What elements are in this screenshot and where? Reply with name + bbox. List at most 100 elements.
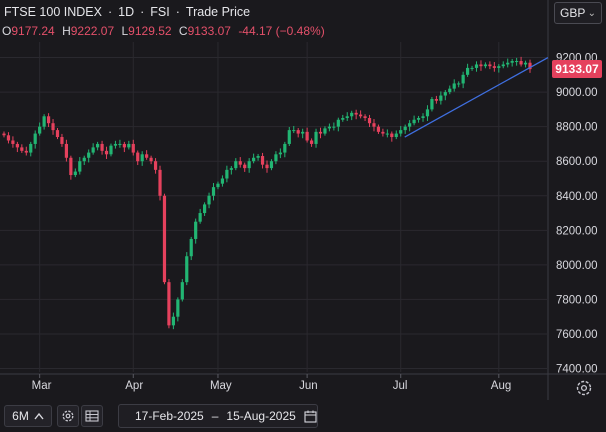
last-price-tag: 9133.07	[552, 60, 602, 78]
candle-body	[140, 154, 144, 162]
candle-body	[483, 64, 488, 67]
candle-body	[24, 150, 28, 153]
candle-body	[385, 133, 389, 135]
currency-select[interactable]: GBP ⌄	[554, 2, 602, 24]
trendline[interactable]	[404, 56, 549, 138]
candle-body	[234, 161, 238, 169]
title-line: FTSE 100 INDEX · 1D · FSI · Trade Price	[4, 5, 251, 19]
chart-footer: 6M 17-Feb-2025 – 15-Aug-2025	[0, 400, 606, 432]
candle-body	[363, 116, 367, 119]
candle-body	[15, 143, 19, 148]
date-range-picker[interactable]: 17-Feb-2025 – 15-Aug-2025	[118, 404, 318, 428]
candle-body	[220, 178, 225, 184]
candle-body	[158, 169, 162, 196]
candle-body	[394, 133, 398, 138]
candle-body	[434, 99, 438, 101]
candle-body	[479, 64, 483, 67]
y-tick-label: 8200.00	[556, 225, 598, 237]
candle-body	[372, 123, 376, 127]
candle-body	[421, 116, 425, 119]
candle-body	[336, 119, 340, 127]
candle-body	[256, 156, 260, 158]
candle-body	[189, 238, 193, 257]
x-tick-label: Apr	[125, 380, 143, 392]
candle-body	[162, 195, 167, 283]
candle-body	[113, 143, 118, 146]
range-selector-button[interactable]: 6M	[4, 405, 52, 427]
settings-button[interactable]	[57, 405, 79, 427]
candle-body	[78, 161, 82, 172]
candle-body	[109, 145, 113, 155]
candle-body	[131, 143, 135, 153]
candle-body	[448, 88, 452, 93]
candle-body	[229, 168, 233, 170]
high-value: 9222.07	[70, 24, 115, 38]
price-type-label: Trade Price	[185, 5, 251, 19]
candle-body	[528, 62, 532, 70]
close-label: C	[178, 24, 188, 38]
candle-body	[136, 152, 140, 162]
candle-body	[367, 118, 372, 124]
date-to: 15-Aug-2025	[226, 409, 296, 423]
candle-body	[309, 140, 314, 144]
chevron-down-icon: ⌄	[587, 7, 596, 19]
candle-body	[145, 154, 149, 158]
candle-body	[452, 83, 456, 89]
candle-body	[327, 126, 332, 129]
candle-body	[104, 150, 109, 155]
x-tick-label: Jul	[393, 380, 408, 392]
y-tick-label: 8600.00	[556, 156, 598, 168]
candle-body	[252, 157, 256, 162]
chart-grid	[0, 0, 606, 400]
date-from: 17-Feb-2025	[135, 409, 204, 423]
currency-value: GBP	[560, 6, 586, 20]
candle-body	[100, 143, 104, 151]
candle-body	[314, 131, 318, 144]
candle-body	[91, 147, 95, 153]
candle-body	[443, 92, 447, 96]
candle-body	[211, 187, 216, 196]
candle-body	[390, 133, 394, 138]
table-view-button[interactable]	[81, 405, 103, 427]
candle-body	[238, 161, 242, 165]
calendar-icon[interactable]	[304, 410, 317, 423]
candle-body	[64, 143, 69, 158]
candle-body	[180, 282, 184, 300]
candle-body	[381, 131, 385, 134]
candle-body	[216, 183, 220, 188]
candle-body	[497, 66, 501, 68]
candle-body	[341, 118, 345, 120]
candle-body	[149, 157, 153, 162]
chevron-up-icon	[34, 412, 44, 420]
candle-body	[425, 109, 430, 117]
chart-settings-icon[interactable]	[574, 378, 594, 398]
ohlc-readout: O9177.24 H9222.07 L9129.52 C9133.07 -44.…	[2, 24, 329, 38]
x-tick-label: Aug	[491, 380, 511, 392]
candle-body	[515, 61, 519, 63]
candle-body	[122, 143, 126, 148]
price-chart[interactable]: 9200.009000.008800.008600.008400.008200.…	[0, 0, 606, 400]
candle-body	[278, 152, 282, 155]
candle-body	[33, 133, 37, 144]
candle-body	[332, 126, 336, 128]
interval-label[interactable]: 1D	[118, 5, 135, 19]
open-value: 9177.24	[11, 24, 55, 38]
candle-body	[296, 130, 300, 134]
y-tick-label: 9000.00	[556, 87, 598, 99]
candle-body	[287, 130, 291, 144]
price-axis: 9200.009000.008800.008600.008400.008200.…	[556, 53, 598, 376]
candle-body	[55, 130, 60, 138]
candle-body	[350, 112, 354, 117]
candle-body	[501, 64, 505, 67]
chart-header: FTSE 100 INDEX · 1D · FSI · Trade Price O9177.…	[0, 0, 548, 42]
candle-body	[243, 164, 247, 169]
candle-body	[323, 128, 327, 134]
candle-body	[416, 118, 421, 120]
open-label: O	[2, 24, 12, 38]
range-label: 6M	[12, 409, 29, 423]
x-tick-label: Jun	[299, 380, 318, 392]
candle-body	[6, 135, 11, 141]
candle-body	[73, 171, 77, 176]
candle-body	[408, 123, 412, 127]
candle-body	[176, 299, 180, 317]
